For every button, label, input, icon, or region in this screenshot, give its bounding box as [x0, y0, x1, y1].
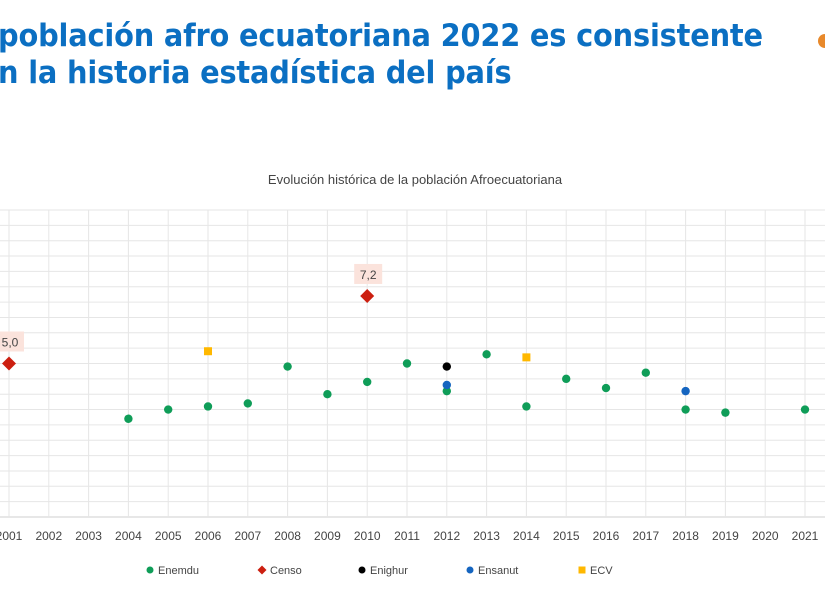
- x-tick-label: 2015: [553, 529, 580, 543]
- x-tick-label: 2010: [354, 529, 381, 543]
- data-label: 5,0: [2, 336, 19, 350]
- legend-marker-enemdu: [146, 566, 154, 574]
- data-point-enemdu: [641, 368, 650, 377]
- x-tick-label: 2009: [314, 529, 341, 543]
- slide-title-line-1: población afro ecuatoriana 2022 es consi…: [0, 18, 763, 54]
- series-enemdu: [124, 350, 810, 423]
- x-tick-label: 2001: [0, 529, 23, 543]
- series-censo: 5,0 7,2: [0, 263, 383, 371]
- x-tick-label: 2012: [433, 529, 460, 543]
- data-point-censo: [360, 288, 375, 303]
- data-point-enemdu: [681, 405, 690, 414]
- legend-item-enighur: Enighur: [358, 565, 408, 577]
- legend-marker-censo: [257, 565, 267, 575]
- data-label-bg: [354, 263, 383, 284]
- legend-item-censo: Censo: [257, 565, 302, 577]
- data-point-ecv: [522, 353, 531, 362]
- legend-item-ensanut: Ensanut: [466, 565, 518, 577]
- data-point-enemdu: [243, 399, 252, 408]
- legend-marker-ensanut: [466, 566, 474, 574]
- x-tick-label: 2002: [35, 529, 62, 543]
- legend-label: ECV: [590, 565, 613, 577]
- data-point-ensanut: [681, 386, 690, 396]
- data-point-enemdu: [363, 377, 372, 387]
- data-point-enemdu: [721, 408, 730, 417]
- legend-label: Enemdu: [158, 565, 199, 577]
- legend-item-ecv: ECV: [578, 565, 613, 577]
- data-point-enemdu: [442, 386, 451, 396]
- data-point-enemdu: [601, 383, 611, 393]
- x-tick-label: 2017: [632, 529, 659, 543]
- chart-title: Evolución histórica de la población Afro…: [268, 172, 563, 187]
- x-tick-label: 2021: [792, 529, 819, 543]
- x-tick-label: 2011: [394, 529, 420, 543]
- x-tick-label: 2020: [752, 529, 779, 543]
- x-tick-label: 2008: [274, 529, 301, 543]
- data-point-enighur: [442, 362, 451, 371]
- legend-marker-enighur: [358, 566, 366, 574]
- x-tick-label: 2004: [115, 529, 142, 543]
- x-tick-label: 2016: [593, 529, 620, 543]
- series-ensanut: [442, 380, 690, 396]
- x-tick-label: 2007: [234, 529, 261, 543]
- data-point-enemdu: [124, 414, 133, 423]
- x-tick-label: 2018: [672, 529, 699, 543]
- x-tick-label: 2014: [513, 529, 540, 543]
- data-point-ecv: [204, 347, 212, 356]
- data-point-censo: [2, 356, 16, 371]
- data-label: 7,2: [360, 268, 377, 282]
- x-axis: 2001 2002 2003 2004 2005 2006 2007 2008 2009 2010…: [0, 529, 819, 543]
- series-ecv: [204, 347, 531, 362]
- data-point-enemdu: [283, 362, 292, 371]
- data-point-enemdu: [164, 405, 173, 414]
- legend-label: Enighur: [370, 565, 408, 577]
- series-enighur: [442, 362, 451, 371]
- logo-fragment: [818, 34, 825, 48]
- legend-label: Censo: [270, 565, 302, 577]
- data-point-enemdu: [203, 402, 213, 411]
- data-point-enemdu: [482, 350, 491, 359]
- data-point-enemdu: [323, 390, 332, 399]
- data-point-ensanut: [442, 380, 451, 390]
- data-point-enemdu: [522, 402, 531, 411]
- slide-title-line-2: n la historia estadística del país: [0, 55, 512, 91]
- legend-item-enemdu: Enemdu: [146, 565, 199, 577]
- legend: Enemdu Censo Enighur Ensanut ECV: [146, 565, 613, 577]
- data-label-bg: [0, 331, 24, 352]
- x-tick-label: 2003: [75, 529, 102, 543]
- x-tick-label: 2005: [155, 529, 182, 543]
- x-tick-label: 2019: [712, 529, 739, 543]
- data-point-enemdu: [562, 374, 571, 384]
- data-point-enemdu: [800, 405, 810, 414]
- legend-label: Ensanut: [478, 565, 518, 577]
- data-point-enemdu: [402, 359, 412, 368]
- legend-marker-ecv: [578, 566, 586, 574]
- x-tick-label: 2013: [473, 529, 500, 543]
- data-points: 5,0 7,2: [0, 263, 810, 423]
- grid: [0, 209, 825, 518]
- x-tick-label: 2006: [195, 529, 222, 543]
